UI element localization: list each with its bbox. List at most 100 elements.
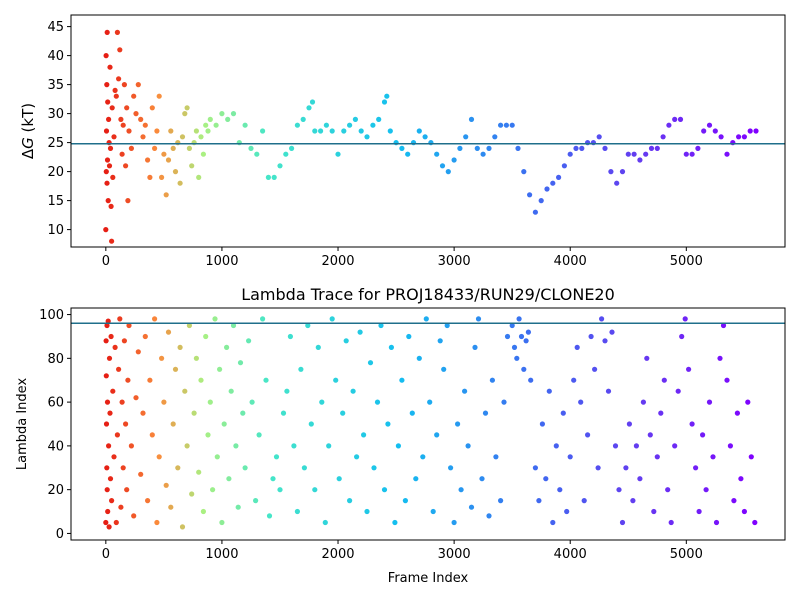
lambda-point: [420, 454, 426, 460]
lambda-point: [121, 338, 127, 344]
bottom-x-ticks: 0 1000 2000 3000 4000 5000: [102, 540, 703, 562]
delta-g-point: [689, 151, 695, 157]
delta-g-point: [225, 116, 231, 122]
lambda-point: [189, 491, 195, 497]
lambda-point: [343, 338, 349, 344]
delta-g-point: [105, 99, 111, 105]
lambda-point: [350, 388, 356, 394]
lambda-point: [585, 432, 591, 438]
lambda-point: [305, 322, 311, 329]
y-tick-label: 30: [47, 107, 64, 122]
delta-g-axis-label: ΔG (kT): [19, 103, 37, 159]
delta-g-point: [108, 203, 114, 209]
lambda-point: [186, 322, 192, 329]
lambda-point: [427, 399, 433, 405]
lambda-point: [472, 344, 478, 350]
lambda-point: [168, 504, 174, 510]
delta-g-point: [123, 163, 129, 169]
delta-g-point: [602, 145, 608, 151]
x-tick-label: 4000: [554, 547, 587, 562]
delta-g-point: [463, 134, 469, 140]
delta-g-point: [149, 105, 155, 111]
delta-g-point: [439, 163, 446, 169]
lambda-point: [364, 508, 370, 515]
lambda-point: [145, 498, 151, 504]
delta-g-point: [154, 128, 160, 134]
lambda-point: [509, 322, 515, 329]
delta-g-point: [550, 180, 556, 186]
lambda-point: [553, 443, 559, 449]
lambda-point: [226, 476, 232, 482]
lambda-point: [224, 344, 230, 350]
delta-g-point: [741, 134, 748, 140]
lambda-point: [117, 316, 123, 322]
lambda-point: [120, 465, 126, 471]
delta-g-point: [170, 145, 176, 151]
lambda-point: [385, 421, 391, 427]
lambda-point: [402, 498, 408, 504]
lambda-point: [633, 443, 640, 449]
lambda-point: [413, 476, 419, 482]
lambda-point: [536, 498, 542, 504]
lambda-point: [196, 469, 202, 475]
delta-g-point: [364, 134, 370, 140]
delta-g-point: [125, 198, 131, 204]
lambda-trace-panel: Lambda Trace for PROJ18433/RUN29/CLONE20…: [15, 285, 786, 586]
delta-g-point: [318, 128, 324, 134]
lambda-point: [106, 524, 112, 530]
lambda-point: [103, 519, 109, 526]
lambda-point: [154, 519, 160, 526]
lambda-point: [592, 366, 598, 372]
lambda-point: [175, 465, 181, 471]
delta-g-point: [205, 128, 211, 134]
x-tick-label: 0: [102, 547, 110, 562]
lambda-point: [340, 410, 346, 416]
delta-g-point: [660, 134, 666, 140]
lambda-point: [291, 443, 297, 449]
lambda-point: [550, 519, 556, 526]
delta-g-point: [133, 111, 139, 117]
delta-g-point: [138, 116, 144, 122]
lambda-point: [437, 338, 443, 344]
lambda-point: [280, 410, 287, 416]
lambda-point: [161, 399, 167, 405]
lambda-point: [103, 373, 109, 379]
delta-g-point: [556, 174, 562, 180]
lambda-point: [703, 487, 709, 493]
lambda-point: [392, 519, 398, 526]
delta-g-point: [145, 157, 151, 163]
delta-g-point: [753, 128, 759, 134]
lambda-point: [557, 487, 563, 493]
delta-g-point: [106, 116, 112, 122]
delta-g-point: [561, 163, 568, 169]
lambda-point: [511, 344, 518, 350]
lambda-point: [567, 454, 573, 460]
lambda-point: [675, 388, 681, 394]
delta-g-point: [309, 99, 316, 105]
lambda-point: [140, 410, 146, 416]
delta-g-point: [142, 122, 148, 128]
lambda-point: [612, 443, 619, 449]
y-tick-label: 40: [47, 439, 64, 454]
delta-g-point: [376, 116, 382, 122]
lambda-point: [523, 338, 529, 344]
lambda-point: [249, 399, 255, 405]
delta-g-point: [370, 122, 376, 128]
delta-g-point: [573, 145, 579, 151]
lambda-point: [448, 465, 454, 471]
lambda-point: [326, 443, 332, 449]
lambda-point: [221, 421, 227, 427]
lambda-point: [504, 333, 511, 340]
delta-g-point: [654, 145, 660, 151]
lambda-point: [103, 338, 109, 344]
lambda-point: [654, 454, 660, 460]
lambda-point: [322, 519, 328, 526]
lambda-point: [107, 410, 113, 416]
delta-g-point: [219, 111, 225, 117]
lambda-index-axis-label: Lambda Index: [15, 378, 30, 471]
delta-g-point: [468, 116, 475, 122]
lambda-point: [498, 498, 504, 504]
delta-g-point: [106, 163, 113, 169]
delta-g-point: [289, 145, 295, 151]
lambda-point: [246, 338, 252, 344]
